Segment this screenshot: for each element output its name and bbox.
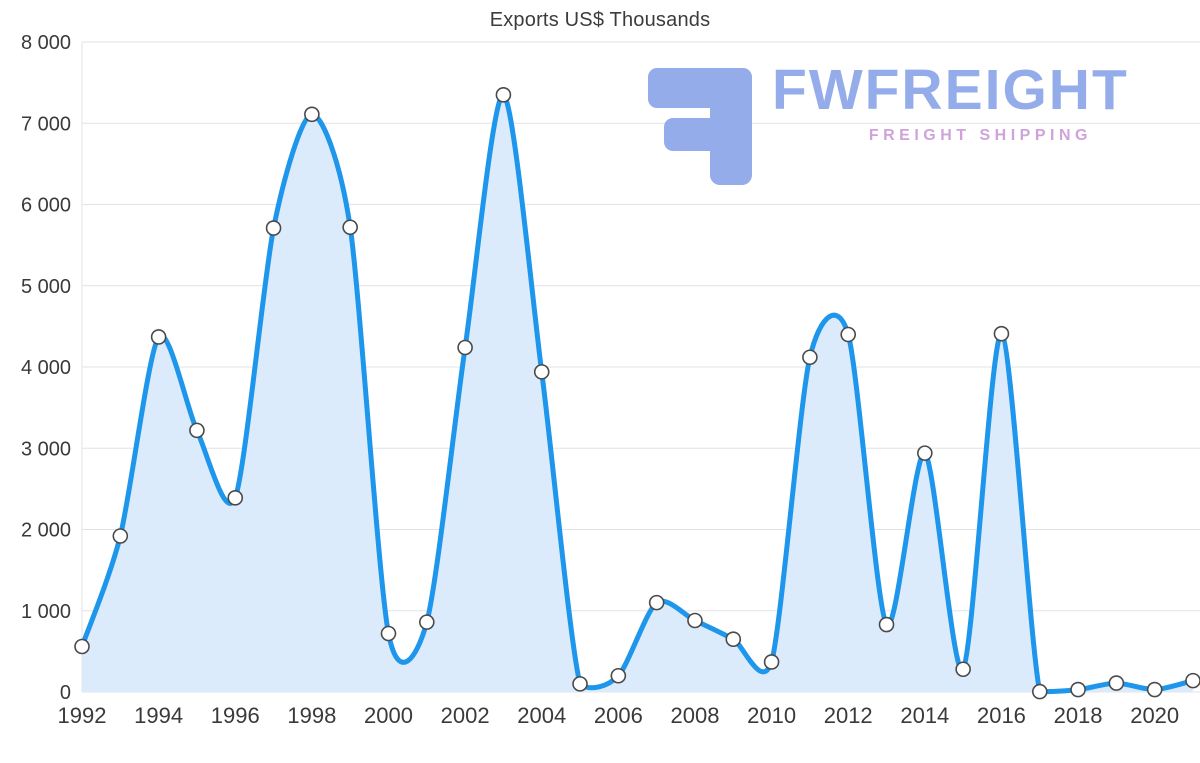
data-point-marker bbox=[533, 364, 550, 380]
x-axis-tick-label: 2014 bbox=[900, 703, 949, 728]
data-point-marker bbox=[342, 219, 358, 236]
data-point-marker bbox=[878, 616, 895, 633]
data-point-marker bbox=[495, 87, 512, 103]
y-axis-tick-label: 4 000 bbox=[21, 357, 71, 379]
data-point-marker bbox=[763, 654, 780, 670]
data-point-marker bbox=[189, 422, 205, 439]
data-point-marker bbox=[457, 339, 473, 356]
x-axis-tick-label: 2006 bbox=[594, 703, 643, 728]
data-line bbox=[79, 92, 1196, 695]
data-point-marker bbox=[1031, 683, 1048, 700]
x-axis-tick-label: 2008 bbox=[670, 703, 719, 728]
data-point-marker bbox=[687, 612, 703, 629]
data-point-marker bbox=[380, 625, 397, 642]
data-point-marker bbox=[150, 329, 167, 345]
data-point-marker bbox=[993, 325, 1010, 342]
area-fill bbox=[82, 94, 1193, 692]
x-axis-tick-label: 1998 bbox=[287, 703, 336, 728]
y-axis-tick-label: 0 bbox=[60, 682, 71, 704]
x-axis-tick-label: 1994 bbox=[134, 703, 183, 728]
data-point-marker bbox=[418, 614, 435, 630]
x-axis-tick-label: 2002 bbox=[441, 703, 490, 728]
data-point-marker bbox=[955, 661, 971, 678]
y-axis-tick-label: 3 000 bbox=[21, 438, 71, 460]
data-point-marker bbox=[725, 631, 742, 647]
data-point-marker bbox=[74, 638, 90, 655]
y-axis-tick-label: 5 000 bbox=[21, 276, 71, 298]
y-axis-tick-label: 1 000 bbox=[21, 601, 71, 623]
data-point-marker bbox=[802, 349, 818, 366]
data-point-marker bbox=[648, 594, 665, 611]
x-axis-tick-label: 2010 bbox=[747, 703, 796, 728]
data-point-marker bbox=[1070, 681, 1086, 698]
x-axis-tick-label: 1992 bbox=[58, 703, 107, 728]
data-point-marker bbox=[610, 667, 627, 684]
data-point-marker bbox=[227, 490, 244, 506]
x-axis-tick-label: 2012 bbox=[824, 703, 873, 728]
data-point-marker bbox=[112, 528, 129, 544]
data-point-marker bbox=[1108, 675, 1125, 691]
x-axis-tick-label: 2016 bbox=[977, 703, 1026, 728]
y-axis-tick-label: 2 000 bbox=[21, 520, 71, 542]
data-point-marker bbox=[265, 220, 282, 236]
y-axis-tick-label: 7 000 bbox=[21, 113, 71, 135]
data-point-marker bbox=[572, 676, 588, 692]
x-axis-tick-label: 2020 bbox=[1130, 703, 1179, 728]
x-axis-tick-label: 2018 bbox=[1054, 703, 1103, 728]
data-point-marker bbox=[840, 326, 857, 343]
chart-title: Exports US$ Thousands bbox=[489, 9, 711, 31]
data-point-marker bbox=[917, 445, 933, 461]
x-axis-tick-label: 2004 bbox=[517, 703, 566, 728]
x-axis-tick-label: 1996 bbox=[211, 703, 260, 728]
data-point-marker bbox=[1185, 672, 1200, 689]
y-axis-tick-label: 8 000 bbox=[21, 32, 71, 54]
data-point-marker bbox=[1146, 681, 1163, 698]
data-point-marker bbox=[304, 106, 320, 123]
x-axis-tick-label: 2000 bbox=[364, 703, 413, 728]
y-axis-tick-label: 6 000 bbox=[21, 195, 71, 217]
